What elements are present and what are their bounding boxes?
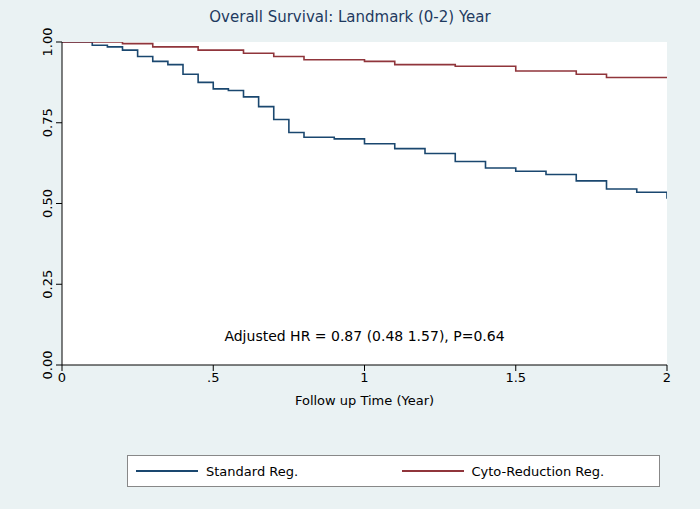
html-text:Adjusted HR = 0.87 (0.48 1.57): Adjusted HR = 0.87 (0.48 1.57), P=0.64: [224, 328, 505, 344]
svg-text:1: 1: [360, 370, 368, 385]
svg-text:0.00: 0.00: [40, 351, 55, 380]
svg-text:0: 0: [58, 370, 66, 385]
svg-text:0.75: 0.75: [40, 108, 55, 137]
svg-text:0.25: 0.25: [40, 270, 55, 299]
html-text:Cyto-Reduction Reg.: Cyto-Reduction Reg.: [471, 463, 605, 479]
svg-text:0.50: 0.50: [40, 189, 55, 218]
svg-text:1.00: 1.00: [40, 28, 55, 57]
svg-text:Follow up Time (Year): Follow up Time (Year): [295, 393, 434, 408]
html-text:Overall Survival: Landmark (0-: Overall Survival: Landmark (0-2) Year: [209, 8, 491, 26]
svg-text:2: 2: [663, 370, 671, 385]
svg-text:1.5: 1.5: [505, 370, 526, 385]
svg-text:.5: .5: [207, 370, 219, 385]
html-text:Standard Reg.: Standard Reg.: [206, 463, 299, 479]
